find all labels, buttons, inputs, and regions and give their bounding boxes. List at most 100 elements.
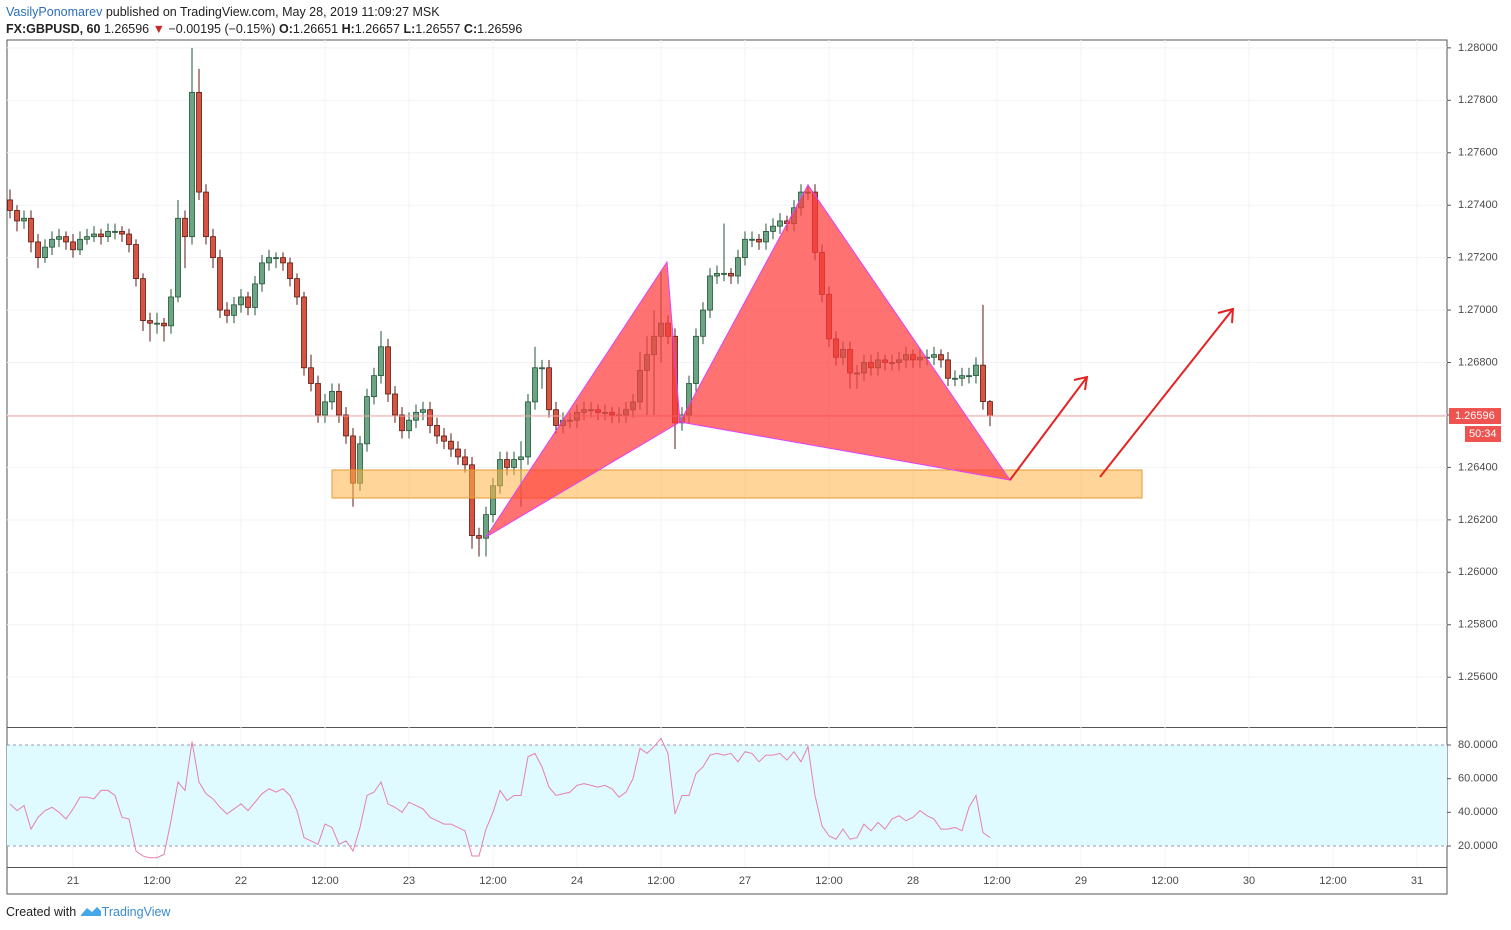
y-tick-label: 1.26000 xyxy=(1458,566,1498,578)
candle-body xyxy=(973,364,979,377)
rsi-band xyxy=(7,744,1447,846)
x-tick-label: 23 xyxy=(403,875,415,887)
candle-body xyxy=(462,456,468,466)
symbol: FX:GBPUSD, 60 xyxy=(6,22,101,36)
l-value: 1.26557 xyxy=(415,22,461,36)
x-tick-label: 12:00 xyxy=(983,875,1011,887)
candle-body xyxy=(182,217,188,238)
candle-body xyxy=(217,257,223,311)
countdown-box xyxy=(1465,426,1501,443)
candle-body xyxy=(21,217,27,222)
candle-body xyxy=(231,304,237,316)
c-label: C: xyxy=(463,22,478,36)
brand: TradingView xyxy=(101,905,171,919)
candle-body xyxy=(147,320,153,324)
candle-body xyxy=(56,236,62,240)
candle-body xyxy=(504,459,510,468)
candle-body xyxy=(175,217,181,298)
candle-body xyxy=(539,367,545,370)
candle-body xyxy=(294,278,300,298)
y-tick-label: 1.27200 xyxy=(1458,252,1498,264)
candle-body xyxy=(980,364,986,402)
c-value: 1.26596 xyxy=(477,22,523,36)
candle-body xyxy=(91,233,97,238)
change: −0.00195 (−0.15%) xyxy=(168,22,276,36)
y-tick-label: 1.28000 xyxy=(1458,42,1498,54)
candle-body xyxy=(63,236,69,243)
candle-body xyxy=(455,448,461,458)
candle-body xyxy=(448,440,454,450)
candle-body xyxy=(308,367,314,384)
candle-body xyxy=(301,296,307,369)
candle-body xyxy=(105,231,111,238)
candle-body xyxy=(154,322,160,325)
publish-line: VasilyPonomarev published on TradingView… xyxy=(6,5,440,19)
x-tick-label: 27 xyxy=(739,875,751,887)
candle-body xyxy=(525,401,531,458)
candle-body xyxy=(238,296,244,306)
y-tick-label: 20.0000 xyxy=(1458,840,1498,852)
candle-body xyxy=(203,191,209,238)
candle-body xyxy=(777,220,783,227)
x-tick-label: 28 xyxy=(907,875,919,887)
candle-body xyxy=(728,272,734,277)
candle-body xyxy=(364,396,370,445)
candle-body xyxy=(35,241,41,259)
pattern-xab xyxy=(485,260,681,538)
candle-body xyxy=(189,92,195,238)
candle-body xyxy=(329,390,335,403)
x-tick-label: 30 xyxy=(1243,875,1255,887)
candle-body xyxy=(42,246,48,259)
candle-body xyxy=(112,231,118,233)
candle-body xyxy=(77,238,83,251)
candle-body xyxy=(511,459,517,468)
candle-body xyxy=(126,233,132,245)
candle-body xyxy=(931,354,937,358)
candle-body xyxy=(266,257,272,264)
candle-body xyxy=(714,272,720,277)
y-tick-label: 1.25800 xyxy=(1458,619,1498,631)
arrow-line xyxy=(1099,308,1234,478)
candle-body xyxy=(280,257,286,264)
l-label: L: xyxy=(403,22,416,36)
candle-body xyxy=(7,199,13,211)
symbol-line: FX:GBPUSD, 60 1.26596 ▼ −0.00195 (−0.15%… xyxy=(6,22,522,36)
arrow: ▼ xyxy=(152,22,165,36)
o-value: 1.26651 xyxy=(292,22,339,36)
candle-body xyxy=(287,262,293,280)
support-zone xyxy=(331,469,1143,499)
candle-body xyxy=(721,272,727,275)
candle-body xyxy=(441,435,447,442)
x-tick-label: 12:00 xyxy=(1319,875,1347,887)
candle-body xyxy=(98,233,104,238)
candle-body xyxy=(322,401,328,416)
candle-body xyxy=(140,278,146,321)
h-label: H: xyxy=(341,22,355,36)
candle-body xyxy=(70,241,76,251)
y-tick-label: 1.27600 xyxy=(1458,147,1498,159)
rsi-line xyxy=(9,737,991,859)
y-tick-label: 1.25600 xyxy=(1458,671,1498,683)
x-tick-label: 12:00 xyxy=(815,875,843,887)
y-tick-label: 40.0000 xyxy=(1458,806,1498,818)
candle-body xyxy=(707,275,713,311)
candle-body xyxy=(336,390,342,416)
candle-body xyxy=(959,375,965,379)
candle-body xyxy=(28,217,34,243)
candle-body xyxy=(966,375,972,378)
candle-body xyxy=(469,464,475,536)
arrow-head xyxy=(1217,307,1235,324)
candle-body xyxy=(378,346,384,377)
candle-body xyxy=(735,257,741,277)
candle-body xyxy=(518,456,524,460)
candle-body xyxy=(742,238,748,259)
o-label: O: xyxy=(279,22,293,36)
y-tick-label: 1.26400 xyxy=(1458,461,1498,473)
candle-body xyxy=(749,238,755,241)
candle-body xyxy=(427,409,433,426)
candle-body xyxy=(168,296,174,327)
candle-body xyxy=(434,425,440,437)
arrow-head xyxy=(1073,375,1089,391)
y-tick-label: 80.0000 xyxy=(1458,739,1498,751)
